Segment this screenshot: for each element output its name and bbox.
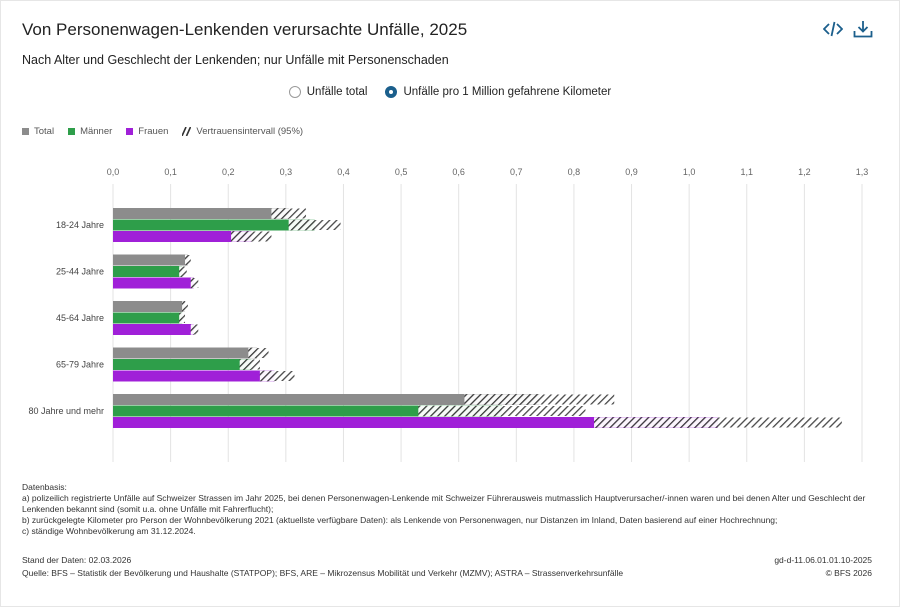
download-icon[interactable]	[852, 18, 874, 40]
x-tick-label: 0,0	[107, 167, 120, 177]
bar-männer	[113, 219, 315, 231]
legend-label: Total	[34, 126, 55, 137]
bar-frauen	[113, 231, 252, 242]
x-tick-label: 1,0	[683, 167, 696, 177]
legend-swatch	[126, 128, 134, 135]
confidence-interval	[418, 406, 586, 416]
bar-frauen	[113, 417, 718, 428]
legend-label: Vertrauensintervall (95%)	[196, 126, 304, 137]
bar-männer	[113, 405, 502, 417]
code-icon[interactable]	[822, 18, 844, 40]
toolbar	[822, 18, 874, 40]
confidence-interval-inner	[185, 254, 188, 266]
bar-chart: 0,0 0,1 0,2 0,3 0,4 0,5 0,6 0,7 0,8 0,9 1,0 1,1 1,2 1…	[28, 167, 869, 462]
confidence-interval	[179, 266, 187, 277]
chart-legend: Total Männer Frauen Vertrauensintervall …	[22, 126, 303, 137]
confidence-interval-inner	[594, 417, 718, 428]
data-notes: Datenbasis: a) polizeilich registrierte …	[22, 482, 882, 537]
legend-label: Frauen	[138, 126, 169, 137]
confidence-interval-inner	[182, 301, 186, 312]
legend-item-konfidenzintervall[interactable]: Vertrauensintervall (95%)	[182, 126, 303, 137]
radio-circle-unselected	[288, 86, 301, 98]
confidence-interval-inner	[190, 324, 194, 335]
bar-total	[113, 394, 540, 405]
x-tick-label: 1,3	[856, 167, 869, 177]
x-tick-label: 0,9	[625, 167, 638, 177]
bar-männer	[113, 312, 183, 324]
radio-label: Unfälle total	[306, 86, 368, 98]
confidence-interval	[248, 348, 269, 358]
legend-swatch	[68, 128, 76, 135]
radio-unfaelle-pro-km[interactable]: Unfälle pro 1 Million gefahrene Kilomete…	[385, 86, 611, 98]
bar-männer	[113, 359, 252, 370]
confidence-interval	[288, 220, 341, 230]
bar-frauen	[113, 324, 194, 335]
chart-code: gd-d-11.06.01.01.10-2025	[774, 555, 872, 565]
legend-item-total[interactable]: Total	[22, 126, 54, 137]
y-category-label: 65-79 Jahre	[56, 360, 104, 370]
radio-unfaelle-total[interactable]: Unfälle total	[288, 86, 368, 98]
confidence-interval-inner	[179, 312, 183, 324]
confidence-interval-inner	[271, 208, 289, 219]
chart-subtitle: Nach Alter und Geschlecht der Lenkenden;…	[22, 53, 449, 67]
confidence-interval	[190, 278, 199, 288]
hatch-icon	[182, 127, 192, 136]
y-category-label: 80 Jahre und mehr	[28, 406, 104, 416]
confidence-interval-inner	[248, 347, 258, 359]
copyright: © BFS 2026	[825, 568, 872, 578]
source: Quelle: BFS – Statistik der Bevölkerung …	[22, 568, 624, 578]
bar-total	[113, 347, 258, 359]
confidence-interval	[190, 324, 199, 335]
x-tick-label: 1,2	[798, 167, 811, 177]
legend-label: Männer	[80, 126, 113, 137]
x-tick-label: 0,3	[280, 167, 293, 177]
legend-item-frauen[interactable]: Frauen	[126, 126, 168, 137]
y-category-label: 18-24 Jahre	[56, 220, 104, 230]
legend-swatch	[22, 128, 29, 135]
radio-circle-selected	[385, 86, 398, 98]
note-c: c) ständige Wohnbevölkerung am 31.12.202…	[22, 526, 196, 536]
confidence-interval-inner	[239, 359, 252, 370]
bar-total	[113, 208, 289, 219]
footer-right: gd-d-11.06.01.01.10-2025 © BFS 2026	[774, 554, 872, 580]
bar-total	[113, 301, 186, 312]
note-a: a) polizeilich registrierte Unfälle auf …	[22, 493, 866, 514]
confidence-interval-inner	[418, 405, 502, 417]
x-tick-label: 1,1	[741, 167, 754, 177]
confidence-interval-inner	[288, 219, 315, 231]
x-tick-label: 0,5	[395, 167, 408, 177]
y-category-label: 25-44 Jahre	[56, 267, 104, 277]
confidence-interval	[259, 371, 295, 381]
y-category-label: 45-64 Jahre	[56, 313, 104, 323]
x-tick-label: 0,8	[568, 167, 581, 177]
legend-item-maenner[interactable]: Männer	[68, 126, 112, 137]
confidence-interval-inner	[179, 266, 183, 277]
footer-left: Stand der Daten: 02.03.2026 Quelle: BFS …	[22, 554, 623, 580]
bar-männer	[113, 266, 183, 277]
x-tick-label: 0,7	[510, 167, 523, 177]
x-tick-label: 0,4	[337, 167, 350, 177]
note-b: b) zurückgelegte Kilometer pro Person de…	[22, 515, 778, 525]
confidence-interval-inner	[464, 394, 540, 405]
bar-total	[113, 254, 188, 266]
confidence-interval-inner	[190, 277, 194, 289]
data-date: Stand der Daten: 02.03.2026	[22, 555, 132, 565]
confidence-interval-inner	[231, 231, 252, 242]
view-toggle: Unfälle total Unfälle pro 1 Million gefa…	[0, 86, 900, 98]
x-tick-label: 0,1	[164, 167, 177, 177]
bar-frauen	[113, 277, 194, 289]
notes-heading: Datenbasis:	[22, 482, 67, 492]
radio-label: Unfälle pro 1 Million gefahrene Kilomete…	[403, 86, 612, 98]
bar-frauen	[113, 370, 275, 382]
x-tick-label: 0,6	[452, 167, 465, 177]
x-tick-label: 0,2	[222, 167, 235, 177]
chart-title: Von Personenwagen-Lenkenden verursachte …	[22, 20, 468, 39]
confidence-interval-inner	[259, 370, 275, 382]
